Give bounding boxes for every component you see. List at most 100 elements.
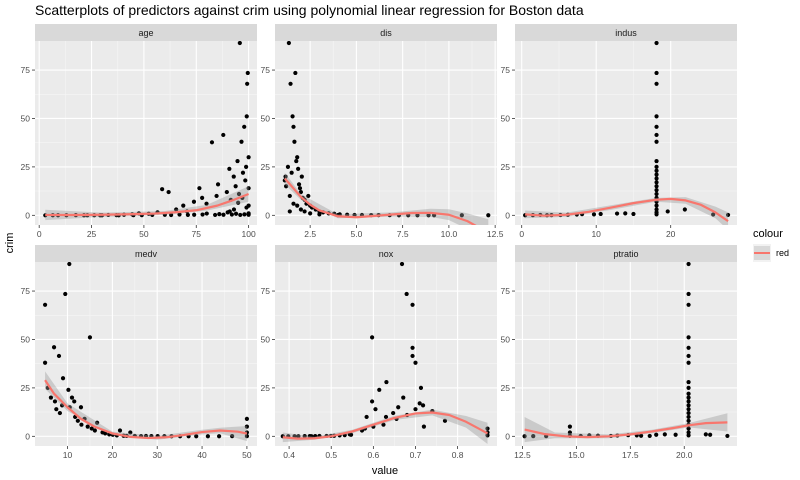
x-tick-label: 100 [242, 229, 256, 239]
x-tick-label: 7.5 [397, 229, 409, 239]
data-point [238, 212, 243, 218]
data-point [682, 207, 687, 212]
confidence-band [524, 413, 728, 443]
data-point [686, 418, 691, 423]
data-point [298, 189, 303, 195]
data-point [95, 420, 100, 425]
data-point [205, 434, 210, 439]
y-tick-label: 0 [25, 210, 30, 220]
data-point [396, 405, 401, 410]
data-point [401, 395, 406, 400]
data-point [236, 200, 241, 205]
data-point [89, 426, 94, 431]
data-point [287, 209, 292, 214]
data-point [686, 345, 691, 350]
data-point [654, 139, 659, 144]
data-point [415, 213, 420, 218]
fit-ptratio [524, 413, 728, 443]
data-point [285, 164, 291, 169]
data-point [185, 212, 190, 218]
data-point [296, 434, 301, 439]
data-point [242, 212, 247, 217]
y-tick-label: 0 [265, 431, 270, 441]
data-point [654, 432, 659, 437]
x-tick-label: 0.8 [452, 450, 464, 460]
data-point [244, 205, 249, 210]
y-tick-label: 50 [21, 334, 31, 344]
data-point [686, 407, 691, 412]
data-point [711, 212, 716, 217]
data-point [63, 291, 68, 297]
data-point [686, 262, 691, 267]
data-point [654, 191, 659, 197]
data-point [370, 399, 375, 404]
x-tick-label: 0.6 [367, 450, 379, 460]
data-point [299, 174, 304, 179]
data-point [215, 182, 221, 187]
data-point [384, 379, 389, 385]
data-point [567, 424, 573, 429]
data-point [420, 403, 426, 408]
data-point [177, 212, 182, 217]
data-point [233, 211, 239, 216]
fit-line [524, 421, 728, 439]
data-point [246, 212, 251, 217]
data-point [213, 212, 218, 218]
x-tick-label: 10 [63, 450, 73, 460]
data-point [291, 201, 296, 206]
fit-dis [283, 172, 489, 225]
data-point [686, 414, 691, 420]
y-tick-label: 50 [21, 113, 31, 123]
data-point [42, 302, 48, 307]
chart-title: Scatterplots of predictors against crim … [35, 2, 584, 18]
data-point [486, 213, 491, 218]
data-point [591, 212, 597, 217]
data-point [67, 262, 72, 267]
x-tick-label: 20 [108, 450, 118, 460]
data-point [233, 184, 238, 189]
data-point [291, 124, 296, 129]
data-point [654, 172, 659, 177]
data-point [410, 302, 415, 307]
x-tick-label: 25 [87, 229, 97, 239]
data-point [703, 432, 708, 437]
data-point [654, 41, 659, 46]
fit-medv [44, 371, 248, 442]
data-point [708, 432, 713, 437]
data-point [413, 407, 418, 412]
data-point [686, 426, 691, 431]
y-tick-label: 50 [261, 113, 271, 123]
data-point [197, 186, 202, 191]
data-point [654, 210, 659, 215]
data-point [244, 164, 249, 169]
data-point [244, 114, 249, 119]
data-point [295, 203, 300, 208]
data-point [410, 353, 415, 359]
data-point [654, 164, 659, 169]
data-point [75, 418, 80, 423]
strip-ptratio [515, 245, 737, 262]
data-point [531, 434, 536, 439]
points-indus [523, 41, 731, 218]
data-point [725, 212, 731, 218]
x-tick-label: 40 [197, 450, 207, 460]
data-point [204, 211, 209, 216]
data-point [410, 345, 415, 350]
data-point [292, 139, 297, 144]
data-point [242, 124, 247, 129]
data-point [352, 212, 357, 218]
data-point [654, 180, 659, 185]
data-point [240, 170, 246, 175]
fit-age [45, 186, 250, 221]
panel-background [515, 41, 737, 225]
panel-dis: dis 2.5 5.0 7.5 10.0 12.5 0 25 50 75 [261, 24, 504, 239]
confidence-band [284, 172, 489, 225]
data-point [289, 170, 294, 175]
data-point [166, 189, 171, 195]
data-point [567, 430, 573, 435]
data-point [52, 399, 58, 404]
strip-medv [35, 245, 257, 262]
data-point [87, 335, 93, 340]
data-point [294, 158, 299, 164]
data-point [418, 385, 424, 390]
